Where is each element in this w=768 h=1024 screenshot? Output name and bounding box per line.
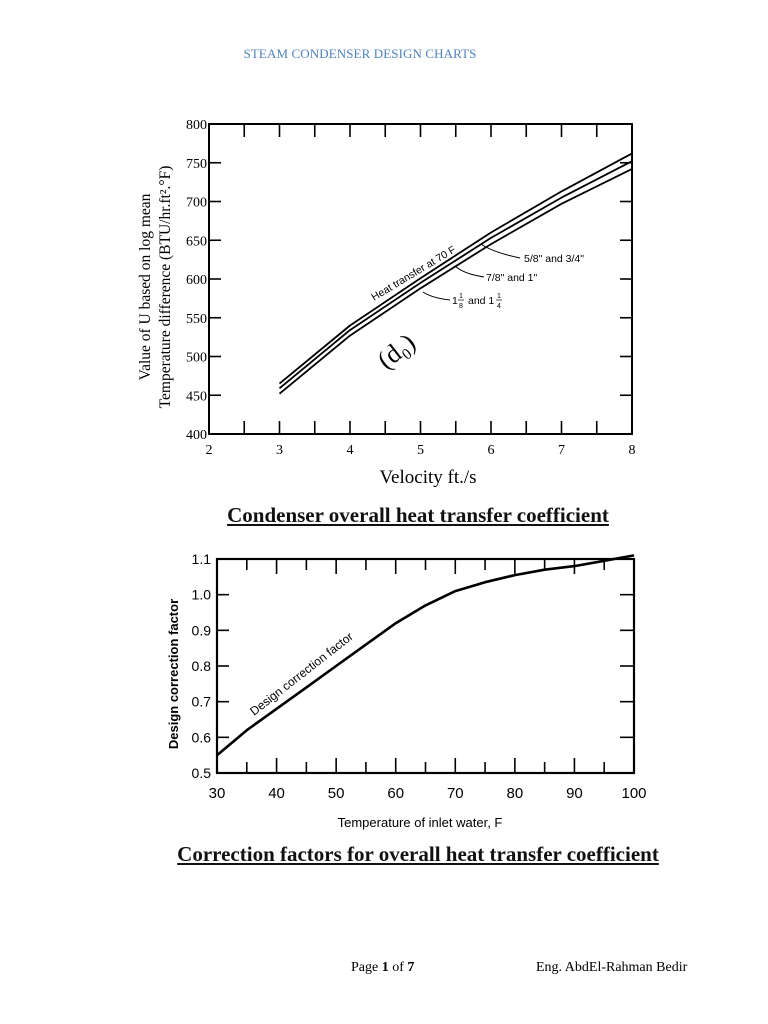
document-header: STEAM CONDENSER DESIGN CHARTS xyxy=(243,46,477,61)
y-tick-label: 500 xyxy=(186,351,207,366)
y-tick-label: 0.9 xyxy=(192,622,212,638)
x-tick-label: 6 xyxy=(488,443,495,458)
x-tick-label: 5 xyxy=(417,443,424,458)
series-line-0 xyxy=(278,152,633,385)
x-tick-label: 80 xyxy=(507,785,524,802)
svg-text:1: 1 xyxy=(459,293,463,300)
page-separator: of xyxy=(388,960,408,975)
y-tick-label: 700 xyxy=(186,196,207,211)
y-tick-label: 600 xyxy=(186,273,207,288)
y-tick-label: 650 xyxy=(186,234,207,249)
x-tick-label: 60 xyxy=(387,785,404,802)
x-tick-label: 90 xyxy=(566,785,583,802)
y-axis-label: Design correction factor xyxy=(166,599,181,749)
x-tick-label: 3 xyxy=(276,443,283,458)
correction-factor-chart: 30 40 50 60 70 80 90 100 0.5 0.6 0.7 0.8 0.9 1.0 1.1 D… xyxy=(0,540,768,840)
x-tick-label: 40 xyxy=(268,785,285,802)
heat-transfer-chart: 2 3 4 5 6 7 8 400 450 500 550 600 650 700 750 800 Value… xyxy=(0,0,768,500)
page-prefix: Page xyxy=(351,960,382,975)
plot-frame xyxy=(215,557,636,775)
x-axis-label: Velocity ft./s xyxy=(379,467,476,488)
y-axis-label-line1: Value of U based on log mean xyxy=(137,193,154,380)
curve-annotation: Design correction factor xyxy=(247,629,355,718)
correction-factor-chart-svg: 30 40 50 60 70 80 90 100 0.5 0.6 0.7 0.8 0.9 1.0 1.1 D… xyxy=(166,551,647,830)
chart1-caption: Condenser overall heat transfer coeffici… xyxy=(227,503,609,527)
y-tick-label: 800 xyxy=(186,118,207,133)
heat-transfer-chart-svg: 2 3 4 5 6 7 8 400 450 500 550 600 650 700 750 800 Value… xyxy=(137,118,636,488)
legend-label-5-8-3-4: 5/8" and 3/4" xyxy=(524,253,584,265)
x-tick-label: 7 xyxy=(558,443,565,458)
x-axis-label: Temperature of inlet water, F xyxy=(338,815,503,830)
y-tick-label: 400 xyxy=(186,428,207,443)
y-tick-label: 0.8 xyxy=(192,658,212,674)
page-total: 7 xyxy=(407,960,415,975)
svg-text:4: 4 xyxy=(497,303,501,310)
series-line-1 xyxy=(278,160,633,389)
svg-text:8: 8 xyxy=(459,303,463,310)
y-tick-label: 0.5 xyxy=(192,765,212,781)
svg-text:1: 1 xyxy=(452,295,458,307)
x-tick-label: 2 xyxy=(206,443,213,458)
y-tick-label: 450 xyxy=(186,389,207,404)
y-tick-label: 550 xyxy=(186,312,207,327)
y-axis-label-line2: Temperature difference (BTU/hr.ft².°F) xyxy=(157,166,174,409)
y-tick-label: 1.0 xyxy=(192,587,212,603)
chart2-caption: Correction factors for overall heat tran… xyxy=(177,842,659,866)
x-tick-label: 8 xyxy=(629,443,636,458)
legend-label-7-8-1: 7/8" and 1" xyxy=(486,272,538,284)
x-tick-label: 30 xyxy=(209,785,226,802)
handwritten-annotation: (d₀) xyxy=(372,328,421,375)
series-line-2 xyxy=(278,168,633,395)
x-tick-label: 100 xyxy=(621,785,646,802)
author: Eng. AbdEl-Rahman Bedir xyxy=(536,960,688,975)
legend-label-1-1-8-1-1-4: 1 1 8 and 1 1 4 xyxy=(452,293,502,310)
svg-text:and 1: and 1 xyxy=(468,295,494,307)
svg-text:1: 1 xyxy=(497,293,501,300)
y-tick-label: 0.7 xyxy=(192,694,212,710)
x-tick-label: 70 xyxy=(447,785,464,802)
page-current: 1 xyxy=(381,960,389,975)
x-tick-label: 4 xyxy=(347,443,354,458)
y-tick-label: 0.6 xyxy=(192,729,212,745)
page-number: Page 1 of 7 xyxy=(351,960,414,976)
y-tick-label: 1.1 xyxy=(192,551,212,567)
x-tick-label: 50 xyxy=(328,785,345,802)
y-tick-label: 750 xyxy=(186,157,207,172)
series-line-0 xyxy=(216,554,635,757)
